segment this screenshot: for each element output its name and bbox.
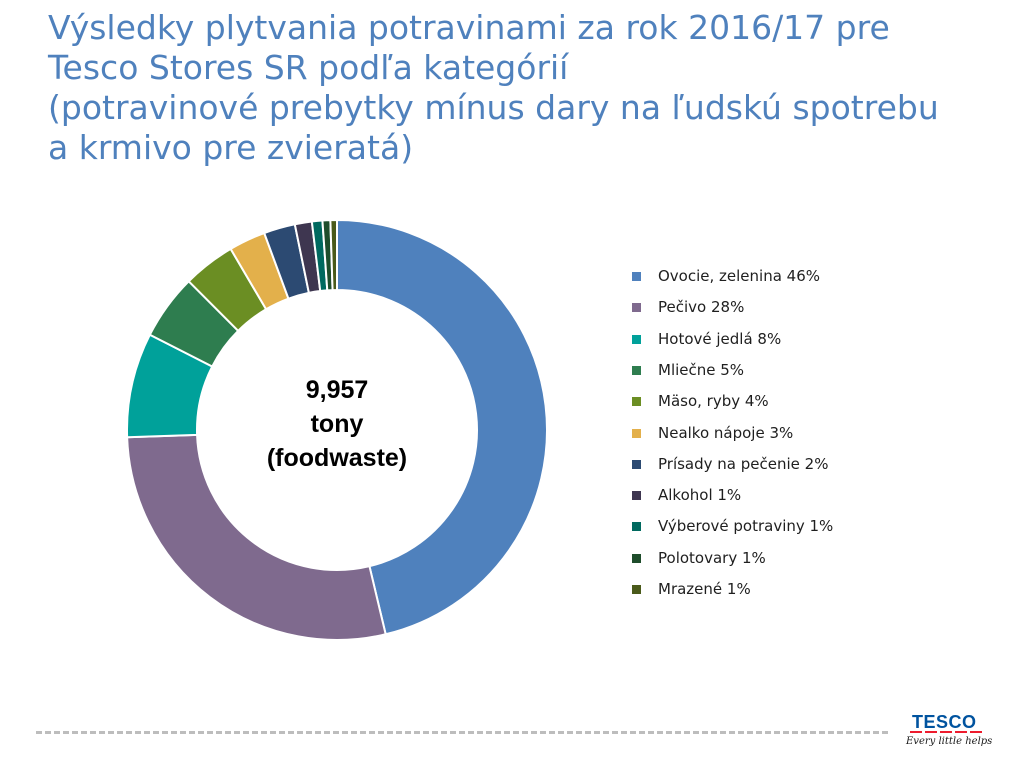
legend-label-3: Mliečne 5% bbox=[658, 360, 745, 379]
legend-swatch-6 bbox=[632, 459, 641, 469]
donut-slice-10 bbox=[329, 218, 338, 292]
title-line-2: Tesco Stores SR podľa kategórií bbox=[48, 48, 569, 87]
center-total-unit: tony bbox=[311, 410, 364, 438]
footer-divider bbox=[36, 731, 888, 734]
legend-swatch-10 bbox=[632, 585, 641, 594]
legend-swatch-7 bbox=[632, 491, 641, 501]
legend-label-6: Prísady na pečenie 2% bbox=[658, 454, 829, 473]
legend-label-4: Mäso, ryby 4% bbox=[658, 392, 769, 411]
donut-slice-1 bbox=[126, 433, 387, 641]
legend-label-5: Nealko nápoje 3% bbox=[658, 423, 794, 442]
legend-swatch-3 bbox=[632, 365, 641, 375]
legend-label-2: Hotové jedlá 8% bbox=[658, 329, 782, 348]
legend-swatch-2 bbox=[632, 334, 641, 344]
legend-swatch-8 bbox=[632, 522, 641, 532]
legend-label-7: Alkohol 1% bbox=[658, 486, 742, 505]
slide-title: Výsledky plytvania potravinami za rok 20… bbox=[48, 8, 988, 168]
legend-label-9: Polotovary 1% bbox=[658, 548, 766, 567]
legend-label-10: Mrazené 1% bbox=[658, 580, 751, 598]
legend-swatch-9 bbox=[632, 553, 641, 563]
legend-swatch-1 bbox=[632, 303, 641, 313]
center-total-note: (foodwaste) bbox=[267, 444, 407, 472]
donut-slice-0 bbox=[336, 218, 548, 636]
legend-swatch-4 bbox=[632, 397, 641, 407]
legend-label-0: Ovocie, zelenina 46% bbox=[658, 267, 821, 285]
logo-wordmark: TESCO bbox=[912, 712, 977, 732]
legend-label-1: Pečivo 28% bbox=[658, 298, 745, 317]
legend-label-8: Výberové potraviny 1% bbox=[658, 517, 834, 536]
tesco-logo: TESCO Every little helps bbox=[904, 712, 992, 752]
legend-swatch-0 bbox=[632, 272, 641, 281]
center-total-value: 9,957 bbox=[306, 376, 369, 404]
logo-tagline: Every little helps bbox=[906, 736, 993, 747]
title-line-1: Výsledky plytvania potravinami za rok 20… bbox=[48, 8, 890, 47]
legend-swatch-5 bbox=[632, 428, 641, 438]
title-line-4: a krmivo pre zvieratá) bbox=[48, 128, 414, 167]
title-line-3: (potravinové prebytky mínus dary na ľuds… bbox=[48, 88, 939, 127]
logo-stripes bbox=[910, 731, 988, 736]
donut-slices bbox=[126, 218, 548, 641]
